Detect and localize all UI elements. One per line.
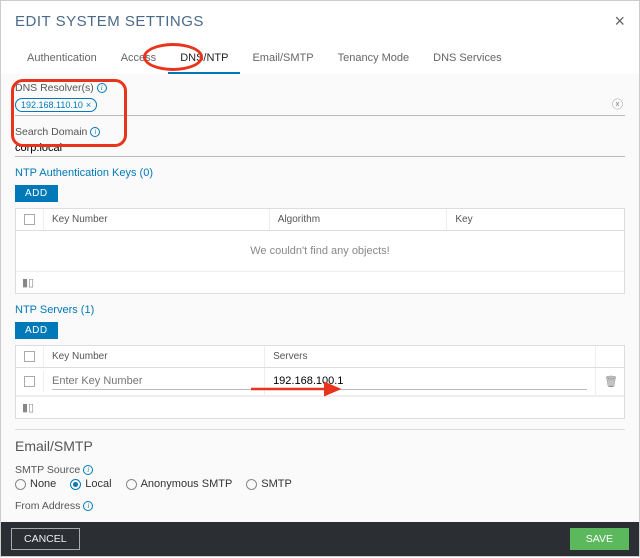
pager[interactable]: ▮▯ xyxy=(16,271,624,293)
tab-email-smtp[interactable]: Email/SMTP xyxy=(240,46,325,74)
row-checkbox[interactable] xyxy=(24,376,35,387)
col-servers: Servers xyxy=(265,346,596,367)
dns-resolvers-input-wrap: 192.168.110.10 × ⓧ xyxy=(15,96,625,116)
tab-dns-services[interactable]: DNS Services xyxy=(421,46,513,74)
search-domain-label: Search Domain i xyxy=(15,126,625,138)
radio-anonymous-smtp[interactable]: Anonymous SMTP xyxy=(126,478,233,490)
modal-footer: CANCEL SAVE xyxy=(1,522,639,556)
smtp-source-section: SMTP Source i None Local Anonymous SMTP SMT… xyxy=(15,464,625,490)
select-all-checkbox[interactable] xyxy=(24,351,35,362)
content-area: DNS Resolver(s) i 192.168.110.10 × ⓧ Sea… xyxy=(1,74,639,522)
smtp-source-radios: None Local Anonymous SMTP SMTP xyxy=(15,478,625,490)
select-all-checkbox[interactable] xyxy=(24,214,35,225)
search-domain-section: Search Domain i xyxy=(15,126,625,157)
tab-access[interactable]: Access xyxy=(109,46,168,74)
col-key-number: Key Number xyxy=(44,346,265,367)
modal-header: EDIT SYSTEM SETTINGS × xyxy=(1,1,639,38)
add-ntp-key-button[interactable]: ADD xyxy=(15,185,58,202)
info-icon[interactable]: i xyxy=(83,465,93,475)
pager[interactable]: ▮▯ xyxy=(16,396,624,418)
search-domain-input[interactable] xyxy=(15,140,625,157)
ntp-server-row: 🗑 xyxy=(16,368,624,396)
tabs: AuthenticationAccessDNS/NTPEmail/SMTPTen… xyxy=(1,46,639,74)
ntp-keys-table: Key Number Algorithm Key We couldn't fin… xyxy=(15,208,625,294)
smtp-source-label: SMTP Source i xyxy=(15,464,625,476)
col-key-number: Key Number xyxy=(44,209,270,230)
empty-state: We couldn't find any objects! xyxy=(16,231,624,271)
add-ntp-server-button[interactable]: ADD xyxy=(15,322,58,339)
tab-tenancy-mode[interactable]: Tenancy Mode xyxy=(326,46,422,74)
divider xyxy=(15,429,625,430)
col-key: Key xyxy=(447,209,624,230)
delete-row-icon[interactable]: 🗑 xyxy=(596,370,624,393)
ntp-servers-link[interactable]: NTP Servers (1) xyxy=(15,304,625,316)
tab-authentication[interactable]: Authentication xyxy=(15,46,109,74)
chip-remove-icon[interactable]: × xyxy=(86,100,91,110)
clear-icon[interactable]: ⓧ xyxy=(612,96,623,112)
info-icon[interactable]: i xyxy=(90,127,100,137)
email-smtp-title: Email/SMTP xyxy=(15,438,625,454)
tab-dns-ntp[interactable]: DNS/NTP xyxy=(168,46,240,74)
close-icon[interactable]: × xyxy=(614,11,625,32)
cancel-button[interactable]: CANCEL xyxy=(11,528,80,550)
ntp-auth-keys-link[interactable]: NTP Authentication Keys (0) xyxy=(15,167,625,179)
col-algorithm: Algorithm xyxy=(270,209,448,230)
radio-none[interactable]: None xyxy=(15,478,56,490)
key-number-input[interactable] xyxy=(52,373,256,390)
radio-smtp[interactable]: SMTP xyxy=(246,478,292,490)
save-button[interactable]: SAVE xyxy=(570,528,629,550)
info-icon[interactable]: i xyxy=(97,83,107,93)
radio-local[interactable]: Local xyxy=(70,478,111,490)
ntp-servers-table: Key Number Servers 🗑 ▮▯ xyxy=(15,345,625,419)
modal-title: EDIT SYSTEM SETTINGS xyxy=(15,13,204,30)
dns-resolvers-section: DNS Resolver(s) i 192.168.110.10 × ⓧ xyxy=(15,82,625,116)
edit-system-settings-modal: EDIT SYSTEM SETTINGS × AuthenticationAcc… xyxy=(0,0,640,557)
dns-resolvers-label: DNS Resolver(s) i xyxy=(15,82,625,94)
from-address-label: From Address i xyxy=(15,500,625,512)
server-input[interactable] xyxy=(273,373,587,390)
info-icon[interactable]: i xyxy=(83,501,93,511)
resolver-chip[interactable]: 192.168.110.10 × xyxy=(15,98,97,112)
ntp-servers-thead: Key Number Servers xyxy=(16,346,624,368)
ntp-keys-thead: Key Number Algorithm Key xyxy=(16,209,624,231)
